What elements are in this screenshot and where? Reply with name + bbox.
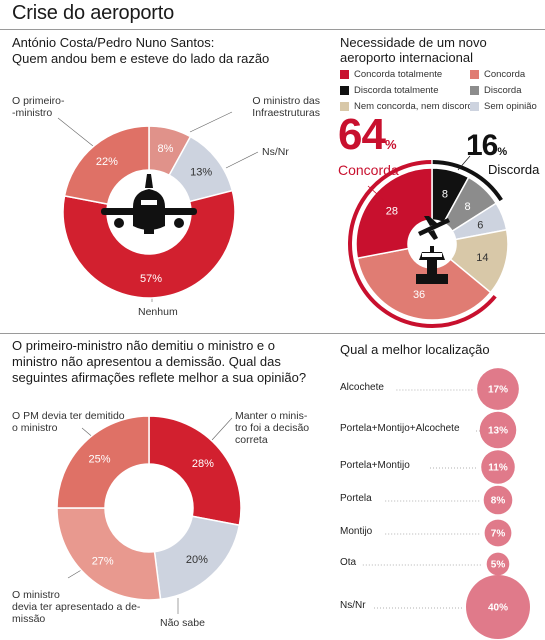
pie2-value-label-1: 8 — [465, 201, 471, 213]
location-label: Portela+Montijo — [340, 460, 410, 471]
pie1-chart: 8% 13% 57% 22% — [62, 125, 236, 299]
concorda-total-value: 64% — [338, 112, 397, 168]
concorda-total-number: 64 — [338, 110, 386, 159]
location-value-label: 40% — [488, 603, 508, 614]
legend-item-concorda: Concorda — [470, 69, 525, 80]
airplane-icon — [101, 174, 197, 234]
pie3-value-label-0: 28% — [192, 458, 214, 470]
location-label: Portela — [340, 493, 372, 504]
legend-swatch — [340, 86, 349, 95]
pie2-value-label-3: 14 — [476, 252, 488, 264]
page-title: Crise do aeroporto — [12, 2, 175, 24]
location-value-label: 7% — [491, 529, 506, 540]
pie2-value-label-5: 28 — [386, 206, 398, 218]
location-label: Portela+Montijo+Alcochete — [340, 423, 460, 434]
legend-item-sem-opiniao: Sem opinião — [470, 101, 537, 112]
title-divider — [0, 29, 545, 30]
pie3-label-naosabe: Não sabe — [160, 617, 205, 629]
pie2-value-label-4: 36 — [413, 289, 425, 301]
location-bubble — [486, 552, 510, 576]
pie1-slice-3 — [63, 125, 150, 206]
concorda-arc — [348, 160, 497, 328]
location-bubble — [479, 411, 517, 449]
pie1-label-nenhum: Nenhum — [138, 306, 178, 318]
legend-item-discorda-totalmente: Discorda totalmente — [340, 85, 438, 96]
discorda-pct-sign: % — [497, 146, 508, 158]
legend-item-concorda-totalmente: Concorda totalmente — [340, 69, 442, 80]
pie1-value-label-3: 22% — [96, 156, 118, 168]
discorda-label: Discorda — [488, 162, 540, 177]
pie1-value-label-1: 13% — [190, 166, 212, 178]
legend-swatch — [470, 102, 479, 111]
pie2-title: Necessidade de um novo aeroporto interna… — [340, 35, 487, 65]
pie1-label-prime-minister: O primeiro- -ministro — [12, 95, 65, 119]
pie3-slice-0 — [148, 415, 242, 527]
location-value-label: 17% — [488, 385, 508, 396]
pie3-label-ministro: O ministro devia ter apresentado a de- m… — [12, 589, 141, 625]
control-tower-icon — [416, 246, 448, 284]
location-label: Montijo — [340, 526, 373, 537]
location-bubble — [484, 519, 512, 547]
location-bubble — [466, 575, 530, 639]
pie1-leader-minister — [189, 111, 233, 133]
location-bubble-chart: 17% 13% 11% 8% 7% 5% 40% — [362, 368, 530, 639]
concorda-label: Concorda — [338, 162, 399, 178]
pie2-leader-discorda — [457, 155, 471, 171]
concorda-pct-sign: % — [384, 137, 397, 152]
pie2-value-label-2: 6 — [477, 220, 483, 232]
legend-label: Discorda — [484, 85, 522, 96]
location-value-label: 8% — [491, 496, 506, 507]
pie2-slice-5 — [355, 167, 433, 260]
legend-label: Concorda totalmente — [354, 69, 443, 80]
pie3-slice-2 — [56, 507, 162, 601]
legend-label: Nem concorda, nem discorda — [354, 101, 479, 112]
pie3-slice-3 — [56, 415, 150, 509]
airplane-small-icon — [418, 216, 450, 240]
legend-label: Sem opinião — [484, 101, 537, 112]
location-label: Ns/Nr — [340, 600, 366, 611]
pie3-label-pm: O PM devia ter demitido o ministro — [12, 410, 125, 434]
legend-swatch — [470, 70, 479, 79]
legend-swatch — [340, 70, 349, 79]
pie1-title: António Costa/Pedro Nuno Santos: Quem an… — [12, 35, 270, 66]
pie3-value-label-1: 20% — [186, 554, 208, 566]
pie1-leader-prime — [57, 117, 99, 151]
location-bubble — [481, 450, 515, 484]
legend-swatch — [340, 102, 349, 111]
location-bubble — [483, 485, 513, 515]
discorda-total-number: 16 — [466, 129, 498, 162]
bubble-title: Qual a melhor localização — [340, 342, 490, 357]
pie1-value-label-2: 57% — [140, 273, 162, 285]
location-bubble — [477, 368, 519, 410]
location-label: Ota — [340, 557, 357, 568]
pie1-label-nsnr: Ns/Nr — [262, 146, 289, 158]
legend-item-nem: Nem concorda, nem discorda — [340, 101, 478, 112]
pie3-leader-manter — [211, 417, 233, 441]
legend-label: Discorda totalmente — [354, 85, 439, 96]
pie3-title: O primeiro-ministro não demitiu o minist… — [12, 338, 307, 385]
discorda-total-value: 16% — [466, 130, 507, 168]
location-label: Alcochete — [340, 382, 384, 393]
section-divider — [0, 333, 545, 334]
pie1-value-label-0: 8% — [157, 143, 173, 155]
pie3-label-manter: Manter o minis- tro foi a decisão corret… — [235, 410, 310, 446]
pie2-leader-concorda — [367, 185, 387, 203]
legend-item-discorda: Discorda — [470, 85, 522, 96]
discorda-arc — [432, 160, 503, 202]
location-value-label: 5% — [491, 560, 506, 571]
location-value-label: 13% — [488, 426, 508, 437]
pie1-slice-2 — [62, 189, 236, 299]
pie3-chart: 28% 20% 27% 25% — [56, 415, 242, 601]
location-value-label: 11% — [488, 463, 508, 474]
pie3-value-label-3: 25% — [88, 453, 110, 465]
pie1-label-minister: O ministro das Infraestruturas — [252, 95, 320, 119]
pie1-leader-nsnr — [225, 151, 259, 169]
legend-swatch — [470, 86, 479, 95]
legend-label: Concorda — [484, 69, 526, 80]
pie3-value-label-2: 27% — [92, 555, 114, 567]
pie2-value-label-0: 8 — [442, 188, 448, 200]
